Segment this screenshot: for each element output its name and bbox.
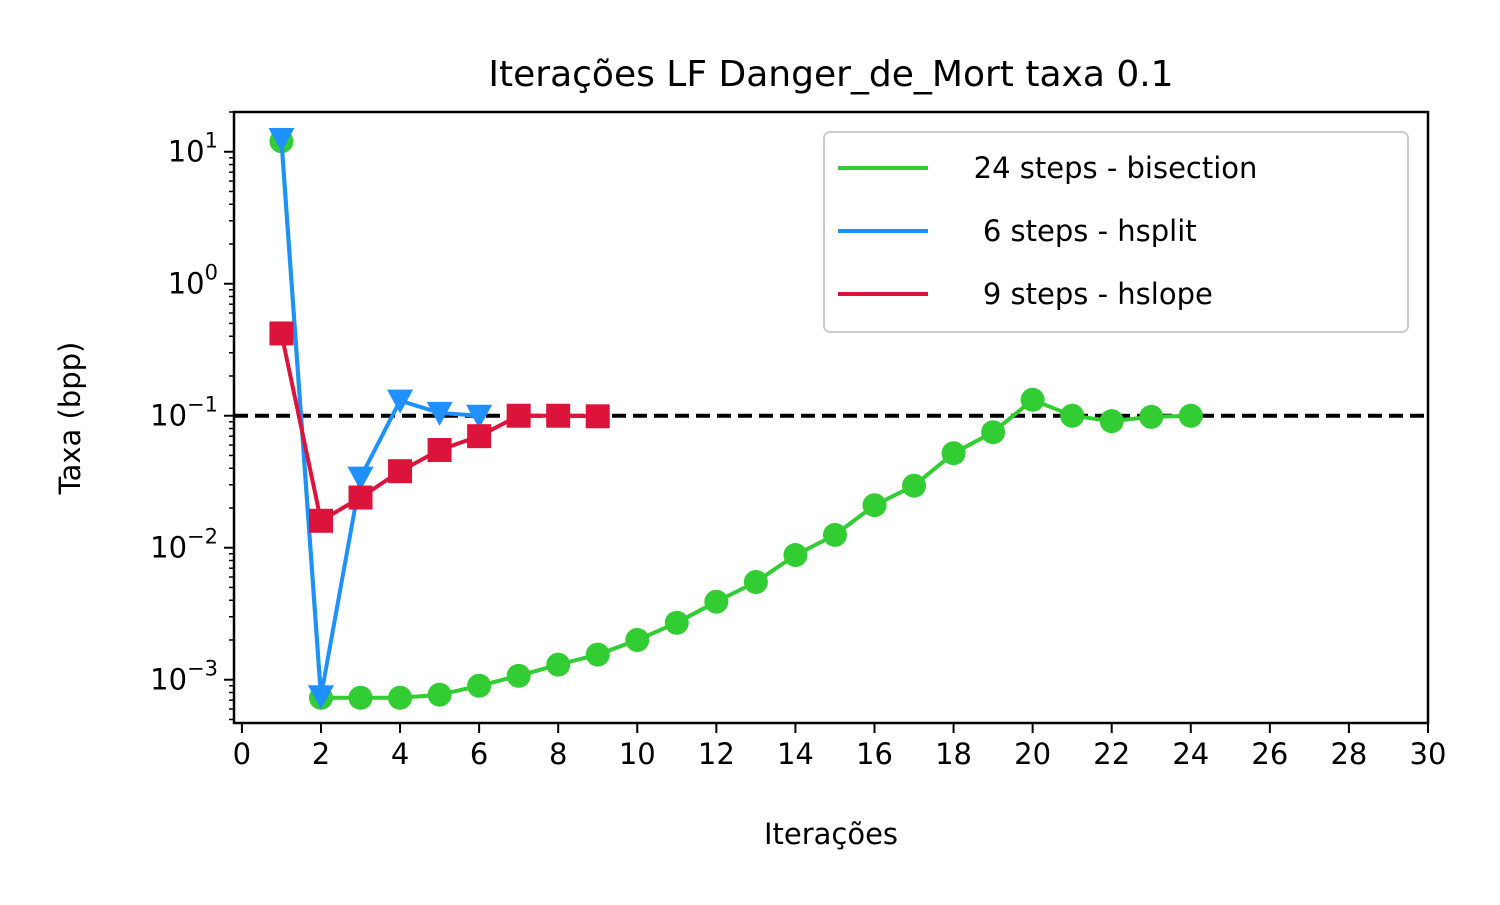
data-point-1-4 xyxy=(426,401,453,426)
data-point-0-7 xyxy=(546,652,571,677)
x-tick-label-10: 20 xyxy=(1014,737,1051,771)
data-point-0-23 xyxy=(1178,403,1203,428)
data-point-0-2 xyxy=(348,685,373,710)
y-tick-label-4: 10−3 xyxy=(150,657,218,697)
data-point-0-8 xyxy=(585,642,610,667)
plot-area xyxy=(234,127,1428,710)
y-tick-label-0: 101 xyxy=(168,129,218,169)
data-point-0-9 xyxy=(625,627,650,652)
legend-box xyxy=(823,131,1409,333)
x-tick-label-12: 24 xyxy=(1172,737,1209,771)
plot-frame xyxy=(232,110,1430,725)
data-point-2-2 xyxy=(348,485,373,510)
x-tick-label-14: 28 xyxy=(1330,737,1367,771)
x-tick-label-13: 26 xyxy=(1251,737,1288,771)
x-tick-label-8: 16 xyxy=(856,737,893,771)
data-point-0-11 xyxy=(704,589,729,614)
data-point-0-18 xyxy=(981,420,1006,445)
x-tick-label-15: 30 xyxy=(1410,737,1447,771)
data-point-2-6 xyxy=(506,403,531,428)
x-tick-label-11: 22 xyxy=(1093,737,1130,771)
data-point-0-16 xyxy=(902,473,927,498)
series-1 xyxy=(268,127,493,710)
data-point-1-3 xyxy=(387,389,414,414)
data-point-0-15 xyxy=(862,493,887,518)
x-tick-label-7: 14 xyxy=(777,737,814,771)
data-point-0-13 xyxy=(783,543,808,568)
legend-label-0: 24 steps - bisection xyxy=(946,151,1257,185)
legend-label-2: 9 steps - hslope xyxy=(946,277,1213,311)
x-tick-label-1: 2 xyxy=(312,737,330,771)
data-point-0-14 xyxy=(822,522,847,547)
x-tick-label-5: 10 xyxy=(619,737,656,771)
x-tick-label-6: 12 xyxy=(698,737,735,771)
x-tick-label-4: 8 xyxy=(549,737,567,771)
plot-inner xyxy=(234,127,1428,710)
y-tick-label-3: 10−2 xyxy=(150,525,218,565)
series-2 xyxy=(269,321,610,533)
chart-title: Iterações LF Danger_de_Mort taxa 0.1 xyxy=(488,54,1173,95)
data-point-1-2 xyxy=(347,466,374,491)
legend: 24 steps - bisection 6 steps - hsplit 9 … xyxy=(823,131,1409,333)
data-point-0-10 xyxy=(664,610,689,635)
axes: 0 2 4 6 8 10 12 14 16 18 20 22 24 26 28 3010110010−110−… xyxy=(150,110,1447,771)
data-point-2-7 xyxy=(546,403,571,428)
x-tick-label-3: 6 xyxy=(470,737,488,771)
data-point-0-19 xyxy=(1020,387,1045,412)
data-point-1-0 xyxy=(268,127,295,152)
data-point-1-5 xyxy=(466,404,493,429)
data-point-2-3 xyxy=(388,459,413,484)
data-point-2-5 xyxy=(467,424,492,449)
x-tick-label-9: 18 xyxy=(935,737,972,771)
x-tick-label-2: 4 xyxy=(391,737,409,771)
y-axis-label: Taxa (bpp) xyxy=(53,342,87,496)
data-point-0-17 xyxy=(941,441,966,466)
data-point-0-22 xyxy=(1139,404,1164,429)
data-point-0-5 xyxy=(467,673,492,698)
data-point-2-0 xyxy=(269,321,294,346)
x-tick-label-0: 0 xyxy=(233,737,251,771)
data-point-0-12 xyxy=(743,569,768,594)
y-tick-label-2: 10−1 xyxy=(150,393,218,433)
data-point-0-20 xyxy=(1060,403,1085,428)
data-point-0-6 xyxy=(506,663,531,688)
data-point-0-3 xyxy=(388,685,413,710)
data-point-0-4 xyxy=(427,682,452,707)
data-point-1-1 xyxy=(307,685,334,710)
data-point-0-21 xyxy=(1099,409,1124,434)
data-point-2-8 xyxy=(585,404,610,429)
data-point-2-4 xyxy=(427,437,452,462)
y-tick-label-1: 100 xyxy=(168,261,218,301)
legend-label-1: 6 steps - hsplit xyxy=(946,214,1197,248)
x-axis-label: Iterações xyxy=(764,817,898,851)
data-point-2-1 xyxy=(308,508,333,533)
